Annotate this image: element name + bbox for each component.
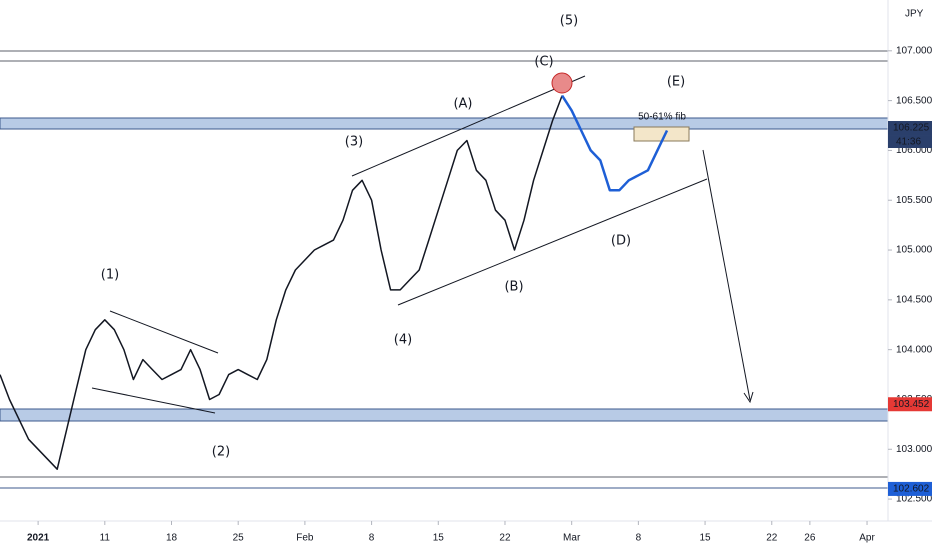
- x-tick-label: 15: [700, 533, 712, 544]
- price-label-box: [888, 397, 932, 412]
- annotation: (E): [667, 75, 685, 90]
- y-tick-label: 104.500: [896, 294, 932, 305]
- trend-line: [91, 387, 216, 414]
- annotation: (D): [611, 234, 631, 249]
- countdown-box: [888, 135, 932, 149]
- x-tick-label: 26: [804, 533, 816, 544]
- annotation: (5): [560, 14, 578, 29]
- y-tick-label: 107.000: [896, 45, 932, 56]
- x-tick-label: 22: [766, 533, 778, 544]
- y-tick-label: 103.000: [896, 444, 932, 455]
- highlight-circle: [551, 72, 573, 94]
- arrow-head: [743, 391, 754, 404]
- annotation: (C): [534, 55, 553, 70]
- x-tick-label: 11: [100, 533, 111, 544]
- x-tick-label: 22: [499, 533, 511, 544]
- trend-line: [351, 75, 586, 177]
- x-tick-label: Feb: [296, 533, 314, 544]
- y-tick-label: 105.500: [896, 195, 932, 206]
- annotation: (4): [394, 333, 412, 348]
- arrow: [702, 149, 751, 401]
- countdown: 41:36: [896, 137, 921, 148]
- currency: JPY: [905, 9, 924, 20]
- annotation: (1): [101, 268, 119, 283]
- price-line: [0, 95, 563, 470]
- annotation: (A): [453, 97, 472, 112]
- fib-box: [633, 126, 690, 142]
- annotation: (2): [212, 445, 230, 460]
- x-tick-label: 15: [433, 533, 445, 544]
- y-tick-label: 105.000: [896, 245, 932, 256]
- price-label-box: [888, 121, 932, 136]
- zone: [0, 117, 889, 130]
- x-tick-label: 25: [233, 533, 245, 544]
- x-tick-label: 8: [636, 533, 642, 544]
- annotation: (3): [345, 135, 363, 150]
- price-label: 102.602: [893, 484, 930, 495]
- price-label: 103.452: [893, 399, 930, 410]
- trend-line: [109, 310, 219, 354]
- annotation: 50-61% fib: [638, 112, 686, 123]
- x-tick-label: 18: [166, 533, 178, 544]
- price-line: [561, 94, 669, 192]
- trend-line: [397, 178, 708, 306]
- x-tick-label: Mar: [563, 533, 581, 544]
- price-label-box: [888, 481, 932, 496]
- zone: [0, 408, 889, 422]
- y-tick-label: 102.500: [896, 494, 932, 505]
- y-tick-label: 106.500: [896, 95, 932, 106]
- x-tick-label: Apr: [859, 533, 875, 544]
- annotation: (B): [504, 280, 523, 295]
- price-label: 106.225: [893, 123, 930, 134]
- y-tick-label: 104.000: [896, 344, 932, 355]
- x-tick-label: 2021: [27, 533, 50, 544]
- y-tick-label: 106.000: [896, 145, 932, 156]
- x-tick-label: 8: [369, 533, 375, 544]
- drawings: [0, 0, 932, 522]
